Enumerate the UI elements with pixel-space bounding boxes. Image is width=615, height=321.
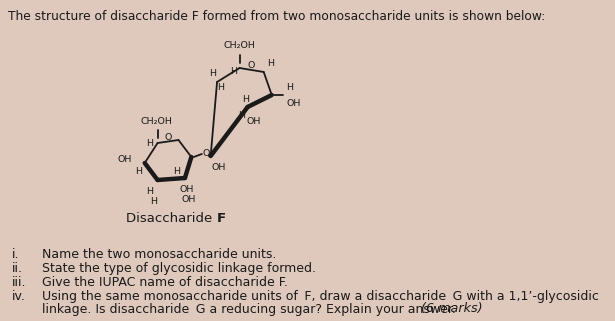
Text: H: H bbox=[218, 82, 224, 91]
Text: H: H bbox=[146, 140, 153, 149]
Text: OH: OH bbox=[180, 186, 194, 195]
Text: OH: OH bbox=[117, 155, 132, 164]
Text: OH: OH bbox=[212, 163, 226, 172]
Text: CH₂OH: CH₂OH bbox=[140, 117, 172, 126]
Text: O: O bbox=[164, 133, 172, 142]
Text: H: H bbox=[146, 187, 153, 196]
Text: linkage. Is disaccharide  G a reducing sugar? Explain your answer.: linkage. Is disaccharide G a reducing su… bbox=[42, 303, 456, 316]
Text: H: H bbox=[237, 110, 245, 119]
Text: H: H bbox=[286, 82, 293, 91]
Text: iv.: iv. bbox=[12, 290, 26, 303]
Text: H: H bbox=[210, 70, 216, 79]
Text: (6 marks): (6 marks) bbox=[421, 302, 482, 315]
Text: H: H bbox=[135, 167, 143, 176]
Text: CH₂OH: CH₂OH bbox=[224, 41, 255, 50]
Text: OH: OH bbox=[182, 195, 196, 204]
Text: H: H bbox=[150, 197, 157, 206]
Text: i.: i. bbox=[12, 248, 20, 261]
Text: ii.: ii. bbox=[12, 262, 23, 275]
Text: Using the same monosaccharide units of  F, draw a disaccharide  G with a 1,1’-gl: Using the same monosaccharide units of F… bbox=[42, 290, 598, 303]
Text: H: H bbox=[242, 94, 250, 103]
Text: O: O bbox=[248, 60, 255, 70]
Text: H: H bbox=[267, 59, 274, 68]
Text: O: O bbox=[202, 150, 210, 159]
Text: F: F bbox=[216, 212, 225, 224]
Text: iii.: iii. bbox=[12, 276, 26, 289]
Text: H: H bbox=[229, 67, 237, 76]
Text: State the type of glycosidic linkage formed.: State the type of glycosidic linkage for… bbox=[42, 262, 316, 275]
Text: Name the two monosaccharide units.: Name the two monosaccharide units. bbox=[42, 248, 276, 261]
Text: H: H bbox=[173, 168, 180, 177]
Text: OH: OH bbox=[247, 117, 261, 126]
Text: Give the IUPAC name of disaccharide F.: Give the IUPAC name of disaccharide F. bbox=[42, 276, 288, 289]
Text: The structure of disaccharide F formed from two monosaccharide units is shown be: The structure of disaccharide F formed f… bbox=[8, 10, 546, 23]
Text: Disaccharide: Disaccharide bbox=[126, 212, 216, 224]
Text: OH: OH bbox=[286, 99, 301, 108]
